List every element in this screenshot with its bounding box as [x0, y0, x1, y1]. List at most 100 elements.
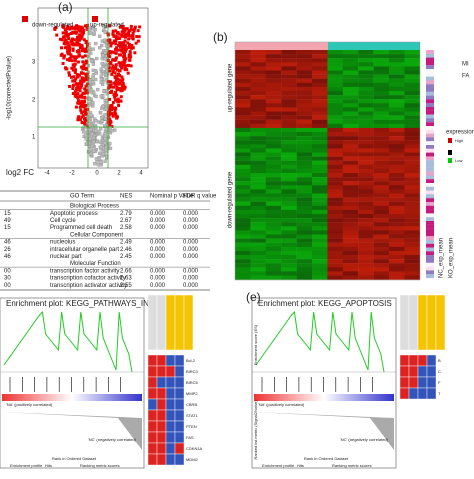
axis-label: Ranked list metric (Signal2Noise) [253, 400, 258, 460]
cell [373, 111, 390, 116]
point [68, 26, 72, 30]
point [83, 95, 87, 99]
point [112, 50, 116, 54]
cell [265, 173, 282, 178]
cell [312, 99, 328, 104]
cell [296, 242, 313, 247]
point [61, 62, 65, 66]
cell [373, 189, 390, 194]
cell [327, 91, 343, 96]
point [83, 54, 87, 58]
cell [399, 365, 410, 378]
point [115, 68, 119, 72]
cell [358, 205, 374, 211]
point [71, 87, 75, 91]
point [75, 55, 79, 59]
point [131, 31, 135, 35]
cell [250, 197, 266, 202]
side-stripe [426, 114, 434, 119]
cell [281, 222, 297, 227]
table-cell: 30 [4, 276, 11, 282]
side-stripe [426, 213, 434, 218]
cell [235, 99, 251, 104]
point [77, 54, 81, 58]
cell [327, 181, 343, 186]
cell [342, 140, 359, 145]
cell [342, 181, 359, 186]
cell [389, 136, 405, 141]
cell [327, 66, 343, 71]
column-header [417, 294, 428, 351]
cell [404, 107, 420, 112]
cell [250, 189, 266, 194]
side-stripe [426, 202, 434, 206]
point [73, 71, 77, 75]
point [103, 159, 107, 163]
cell [408, 365, 419, 378]
point [85, 130, 90, 134]
point [73, 68, 77, 72]
point [82, 64, 86, 68]
cell [250, 267, 266, 272]
rank-bar [2, 394, 142, 401]
cell [389, 103, 405, 108]
cell [358, 66, 374, 71]
cell [358, 54, 374, 59]
side-stripe [426, 69, 434, 73]
cell [165, 387, 176, 400]
cell [235, 127, 251, 133]
point [75, 82, 79, 86]
point [74, 105, 78, 109]
side-stripe [426, 99, 434, 104]
cell [404, 50, 420, 55]
point [112, 106, 116, 110]
cell [312, 62, 328, 67]
point [118, 69, 122, 73]
cell [389, 152, 405, 157]
frame [234, 41, 421, 281]
point [109, 80, 113, 84]
cell [342, 164, 359, 170]
side-stripe [426, 110, 434, 115]
cell [312, 78, 328, 83]
cell [265, 160, 282, 165]
cell [265, 181, 282, 186]
cell [235, 156, 251, 161]
cell [342, 50, 359, 55]
cell [373, 173, 390, 178]
point [78, 82, 82, 86]
cell [327, 205, 343, 211]
cell [312, 132, 328, 137]
cell [312, 238, 328, 243]
point [62, 42, 66, 46]
point [113, 109, 117, 113]
cell [417, 354, 428, 367]
cell [358, 181, 374, 186]
tick-label: 1 [32, 135, 36, 141]
legend-text: Hits [45, 463, 52, 468]
cell [358, 193, 374, 198]
cell [174, 409, 185, 422]
cell [373, 242, 390, 247]
cell [342, 168, 359, 174]
cell [389, 58, 405, 63]
point [122, 31, 126, 35]
point [93, 77, 98, 82]
cell [265, 197, 282, 202]
cell [404, 218, 420, 223]
point [111, 64, 115, 68]
point [79, 34, 83, 38]
cell [265, 238, 282, 243]
cell [265, 275, 282, 280]
side-stripe [426, 72, 434, 77]
cell [404, 99, 420, 104]
legend-text: up-regulated [90, 23, 124, 29]
cell [327, 164, 343, 170]
tick-label: 2 [117, 171, 121, 177]
table-cell: 49 [4, 218, 11, 224]
heatmap [234, 41, 434, 281]
es-curve [3, 310, 133, 373]
point [128, 34, 132, 38]
cell [389, 50, 405, 55]
cell [312, 218, 328, 223]
